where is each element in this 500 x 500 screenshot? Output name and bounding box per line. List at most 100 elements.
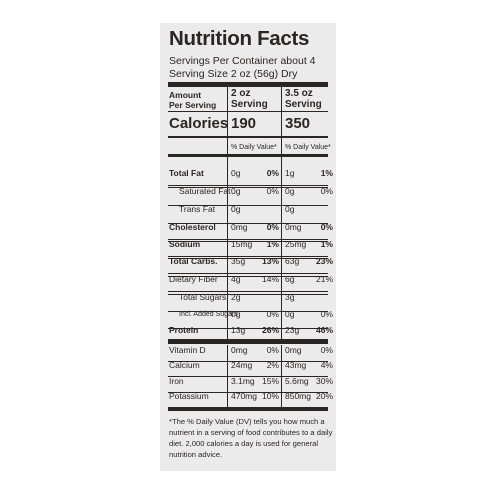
col2-amount: 23g <box>285 325 300 335</box>
col2-amount: 0mg <box>285 222 302 232</box>
col1-percent: 0% <box>266 309 279 319</box>
col1-percent: 15% <box>261 376 279 386</box>
divider <box>168 154 328 157</box>
row-divider <box>168 294 328 295</box>
col1-amount: 35g <box>231 256 246 266</box>
col1-amount: 0g <box>231 204 241 214</box>
col1-percent: 0% <box>266 222 279 232</box>
col1-percent: 0% <box>266 186 279 196</box>
col2-percent: 0% <box>320 309 333 319</box>
nutrient-label: Sodium <box>169 239 201 249</box>
amount-label: Amount <box>169 90 202 100</box>
col1-amount: 0mg <box>231 222 248 232</box>
row-divider <box>168 205 328 206</box>
col2-amount: 0g <box>285 204 295 214</box>
col2-percent: 23% <box>315 256 333 266</box>
col1-percent: 2% <box>266 360 279 370</box>
col2-percent: 0% <box>320 222 333 232</box>
col2-amount: 0mg <box>285 345 302 355</box>
col2-amount: 6g <box>285 274 295 284</box>
row-divider <box>168 291 328 292</box>
col2-percent: 0% <box>320 186 333 196</box>
col1-amount: 0g <box>231 186 241 196</box>
row-divider <box>168 256 328 257</box>
column-divider <box>227 83 228 339</box>
col1-header-size: 2 oz <box>231 88 251 99</box>
footnote: *The % Daily Value (DV) tells you how mu… <box>169 417 333 459</box>
nutrient-label: Iron <box>169 376 184 386</box>
thick-divider-bottom <box>168 339 328 344</box>
col1-percent: 0% <box>266 168 279 178</box>
row-divider <box>168 239 328 240</box>
daily-value-header-col2: % Daily Value* <box>285 144 331 151</box>
col2-amount: 25mg <box>285 239 307 249</box>
col1-amount: 4g <box>231 274 241 284</box>
nutrient-label: Saturated Fat <box>179 186 231 196</box>
nutrient-label: Total Sugars <box>179 292 227 302</box>
col2-percent: 21% <box>315 274 333 284</box>
row-divider <box>168 258 328 259</box>
col2-amount: 0g <box>285 309 295 319</box>
row-divider <box>168 241 328 242</box>
col2-header-size: 3.5 oz <box>285 88 313 99</box>
col1-amount: 0g <box>231 168 241 178</box>
col1-amount: 3.1mg <box>231 376 255 386</box>
col2-amount: 3g <box>285 292 295 302</box>
col2-amount: 43mg <box>285 360 307 370</box>
nutrient-label: Incl. Added Sugars <box>179 311 238 318</box>
col2-percent: 1% <box>320 239 333 249</box>
serving-size: Serving Size 2 oz (56g) Dry <box>169 68 298 80</box>
row-divider <box>168 311 328 312</box>
row-divider <box>168 376 328 377</box>
nutrient-label: Total Fat <box>169 168 204 178</box>
col1-percent: 14% <box>261 274 279 284</box>
daily-value-header-col1: % Daily Value* <box>231 144 277 151</box>
col2-amount: 0g <box>285 186 295 196</box>
col1-amount: 0g <box>231 309 241 319</box>
col1-percent: 26% <box>261 325 279 335</box>
nutrient-label: Total Carbs. <box>169 256 218 266</box>
row-divider <box>168 273 328 274</box>
nutrient-label: Cholesterol <box>169 222 216 232</box>
calories-col1: 190 <box>231 115 257 132</box>
calories-col2: 350 <box>285 115 311 132</box>
row-divider <box>168 276 328 277</box>
col2-percent: 0% <box>320 345 333 355</box>
row-divider <box>168 223 328 224</box>
col1-amount: 0mg <box>231 345 248 355</box>
thick-divider-footnote <box>168 407 328 411</box>
col2-amount: 5.6mg <box>285 376 309 386</box>
per-serving-label: Per Serving <box>169 100 217 110</box>
col1-header-serving: Serving <box>231 99 268 110</box>
col2-percent: 1% <box>320 168 333 178</box>
thick-divider-top <box>168 82 328 87</box>
col2-percent: 20% <box>315 391 333 401</box>
nutrition-facts-panel: Nutrition Facts Servings Per Container a… <box>160 23 336 471</box>
panel-title: Nutrition Facts <box>169 27 310 50</box>
row-divider <box>168 392 328 393</box>
row-divider <box>168 328 328 329</box>
divider <box>168 136 328 138</box>
col1-amount: 15mg <box>231 239 253 249</box>
col2-amount: 63g <box>285 256 300 266</box>
col2-amount: 850mg <box>285 391 311 401</box>
col2-percent: 4% <box>320 360 333 370</box>
col1-amount: 24mg <box>231 360 253 370</box>
col1-amount: 2g <box>231 292 241 302</box>
col1-amount: 470mg <box>231 391 257 401</box>
calories-label: Calories <box>169 115 229 132</box>
servings-per-container: Servings Per Container about 4 <box>169 55 316 67</box>
row-divider <box>168 187 328 188</box>
column-divider <box>281 83 282 339</box>
col1-percent: 10% <box>261 391 279 401</box>
divider <box>168 111 328 112</box>
nutrient-label: Calcium <box>169 360 200 370</box>
col1-percent: 1% <box>266 239 279 249</box>
col2-percent: 46% <box>315 325 333 335</box>
nutrient-label: Vitamin D <box>169 345 206 355</box>
row-divider <box>168 185 328 186</box>
col2-header-serving: Serving <box>285 99 322 110</box>
row-divider <box>168 361 328 362</box>
col1-percent: 0% <box>266 345 279 355</box>
col1-amount: 13g <box>231 325 246 335</box>
